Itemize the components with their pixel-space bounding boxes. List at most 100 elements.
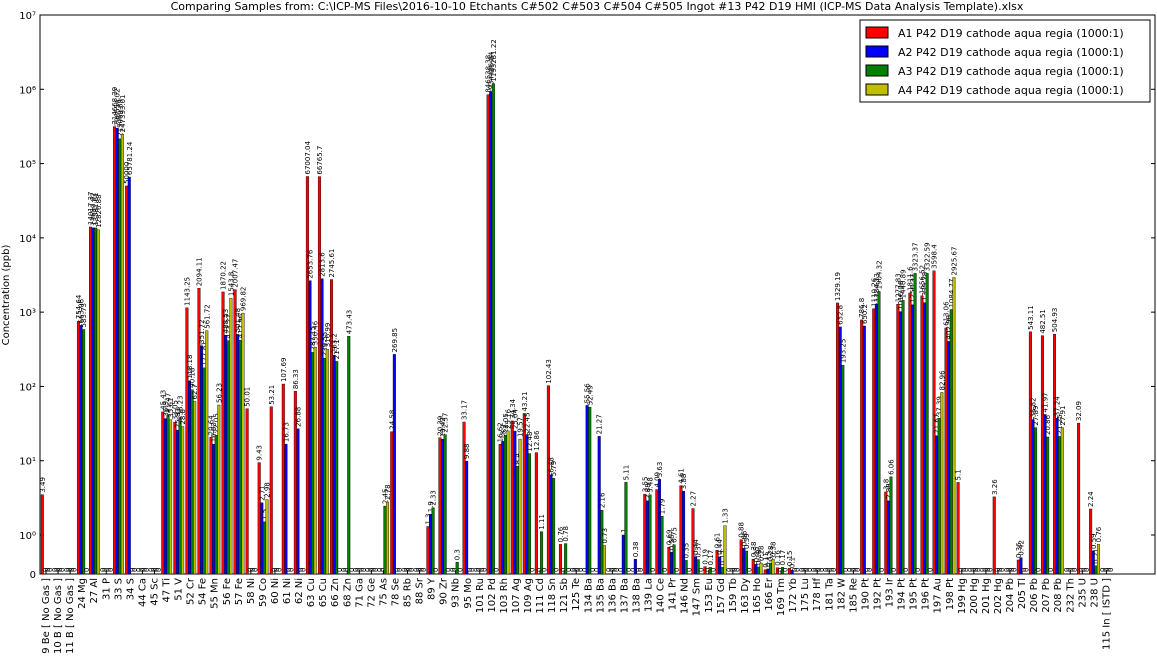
bar (672, 544, 676, 575)
value-label: 14017.37 (87, 192, 95, 225)
value-label: 663.06 (78, 298, 86, 323)
x-tick-label: 107 Ag (511, 578, 522, 613)
x-tick-label: 11 B [ No Gas ] (65, 578, 76, 654)
value-label: 33.17 (461, 400, 469, 420)
value-label: 0 (979, 568, 987, 572)
x-tick-label: 196 Pt (921, 578, 932, 610)
value-label: 3.26 (991, 479, 999, 495)
value-label: 0 (288, 568, 296, 572)
value-label: 0 (376, 568, 384, 572)
x-tick-label: 101 Ru (475, 578, 486, 613)
value-label: 0.13 (764, 551, 772, 567)
bar (588, 407, 592, 575)
value-label: 0 (270, 568, 278, 572)
value-label: 0 (617, 568, 625, 572)
x-tick-label: 61 Ni (282, 578, 293, 604)
bar (40, 494, 44, 575)
x-tick-label: 63 Cu (306, 578, 317, 607)
value-label: 0 (432, 568, 440, 572)
chart-title: Comparing Samples from: C:\ICP-MS Files\… (171, 0, 1024, 13)
x-tick-label: 95 Mo (463, 578, 474, 609)
bar (311, 352, 315, 575)
x-tick-label: 34 S (125, 578, 136, 600)
bar (920, 295, 924, 575)
value-label: 0 (782, 568, 790, 572)
value-label: 0.73 (601, 528, 609, 544)
value-label: 0 (1107, 568, 1115, 572)
value-label: 37.39 (936, 396, 944, 416)
x-tick-label: 193 Ir (885, 577, 896, 607)
value-label: 0 (794, 568, 802, 572)
bar (947, 341, 951, 575)
x-tick-label: 138 Ba (631, 578, 642, 613)
value-label: 25.04 (511, 409, 519, 430)
x-tick-label: 190 Pt (860, 578, 871, 610)
bar (992, 496, 996, 575)
value-label: 0 (565, 568, 573, 572)
bar (937, 417, 941, 575)
value-label: 934486.84 (487, 51, 495, 89)
value-label: 0 (581, 568, 589, 572)
bar (1019, 557, 1023, 575)
value-label: 0 (1099, 568, 1107, 572)
value-label: 3.49 (39, 477, 47, 493)
bar (1028, 331, 1032, 575)
value-label: 0 (131, 568, 139, 572)
value-label: 193.25 (839, 339, 847, 364)
value-label: 45.43 (159, 390, 167, 410)
bar (860, 319, 864, 575)
value-label: 0 (572, 568, 580, 572)
x-tick-label: 238 U (1089, 578, 1100, 608)
bar (585, 405, 589, 575)
value-label: 1143.25 (183, 277, 191, 306)
value-label: 0 (704, 568, 712, 572)
value-label: 2.71 (258, 485, 266, 501)
value-label: 504.93 (1051, 308, 1059, 333)
bar (1060, 427, 1064, 575)
value-label: 0 (47, 568, 55, 572)
bar (1089, 508, 1093, 575)
bar (175, 429, 179, 575)
bar (913, 273, 917, 575)
value-label: 0 (791, 568, 799, 572)
value-label: 0.17 (707, 550, 715, 566)
value-label: 239.55 (321, 332, 329, 357)
bar (187, 380, 191, 575)
value-label: 0 (818, 568, 826, 572)
bar (889, 476, 893, 575)
value-label: 0 (535, 568, 543, 572)
value-label: 0 (996, 568, 1004, 572)
value-label: 50.01 (244, 387, 252, 407)
bar (386, 501, 390, 575)
bar (236, 334, 240, 575)
x-tick-label: 202 Hg (993, 578, 1004, 614)
value-label: 287.15 (309, 326, 317, 351)
value-label: 36.9 (162, 401, 170, 417)
value-label: 0 (412, 568, 420, 572)
value-label: 2813.6 (319, 252, 327, 277)
value-label: 0 (825, 568, 833, 572)
value-label: 0 (396, 568, 404, 572)
y-axis-label: Concentration (ppb) (1, 245, 12, 346)
x-tick-label: 134 Ba (583, 578, 594, 613)
x-tick-label: 10 B [ No Gas ] (53, 578, 64, 654)
legend-swatch (865, 26, 889, 39)
value-label: 0 (352, 568, 360, 572)
value-label: 66765.7 (316, 146, 324, 175)
value-label: 1440.89 (900, 269, 908, 298)
value-label: 969.82 (239, 287, 247, 312)
legend-label: A4 P42 D19 cathode aqua regia (1000:1) (898, 84, 1124, 97)
bar (759, 562, 763, 575)
value-label: 754.64 (75, 294, 83, 319)
value-label: 28.8 (179, 409, 187, 425)
bar (229, 297, 233, 575)
value-label: 0 (733, 568, 741, 572)
legend-label: A1 P42 D19 cathode aqua regia (1000:1) (898, 27, 1124, 40)
bar (841, 364, 845, 575)
value-label: 0.19 (702, 549, 710, 565)
x-tick-label: 141 Pr (668, 577, 679, 610)
value-label: 16.73 (282, 422, 290, 442)
value-label: 613.06 (943, 301, 951, 326)
value-label: 298554.02 (114, 88, 122, 126)
bar (1040, 335, 1044, 575)
